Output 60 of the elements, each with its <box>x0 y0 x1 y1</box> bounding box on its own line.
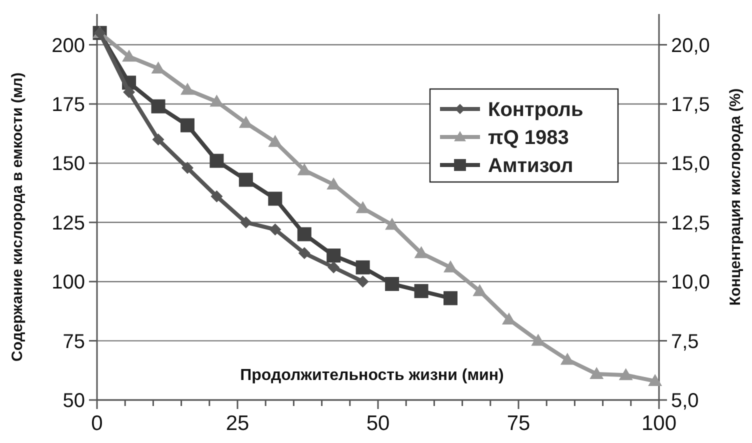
point <box>269 223 282 236</box>
y-tick-label: 100 <box>52 272 85 294</box>
x-tick-label: 50 <box>366 412 390 435</box>
point <box>414 246 428 258</box>
point <box>151 99 166 114</box>
point <box>122 50 136 62</box>
y-tick-label: 125 <box>52 212 85 234</box>
x-tick-label: 75 <box>506 412 530 435</box>
x-tick-label: 0 <box>91 412 103 435</box>
point <box>210 190 223 202</box>
y2-tick-label: 17,5 <box>671 94 710 116</box>
point <box>444 260 458 272</box>
y-axis-title: Содержание кислорода в емкости (мл) <box>9 72 26 362</box>
point <box>180 118 194 132</box>
point <box>123 86 136 98</box>
y-tick-label: 175 <box>52 94 85 116</box>
point <box>298 247 310 260</box>
point <box>328 261 340 274</box>
legend-label: Амтизол <box>488 155 574 177</box>
x-tick-label: 100 <box>641 412 677 435</box>
x-axis-title: Продолжительность жизни (мин) <box>240 367 504 384</box>
point <box>297 227 312 242</box>
point <box>181 162 194 174</box>
point <box>326 248 341 263</box>
legend-label: πQ 1983 <box>488 127 569 149</box>
x-tick-label: 25 <box>226 412 250 435</box>
point <box>268 134 282 147</box>
y-tick-label: 200 <box>52 34 85 57</box>
point <box>238 172 253 187</box>
point <box>648 374 662 386</box>
point <box>152 134 164 146</box>
y2-tick-label: 15,0 <box>671 153 710 176</box>
y-tick-label: 150 <box>52 153 85 176</box>
point <box>385 218 400 230</box>
y-tick-label: 50 <box>62 390 85 412</box>
legend-label: Контроль <box>488 99 584 121</box>
point <box>356 276 369 288</box>
point <box>356 201 370 214</box>
point <box>385 276 400 291</box>
point <box>268 192 282 206</box>
y2-tick-label: 12,5 <box>671 212 710 234</box>
point <box>240 216 252 228</box>
point <box>502 312 516 324</box>
point <box>326 178 341 190</box>
y-tick-label: 75 <box>62 330 85 353</box>
y2-tick-label: 20,0 <box>671 34 710 57</box>
point <box>472 284 487 296</box>
point <box>356 260 370 274</box>
point <box>297 163 312 176</box>
point <box>560 352 574 365</box>
y2-tick-label: 7,5 <box>671 330 699 353</box>
point <box>414 284 428 298</box>
y2-axis-title: Концентрация кислорода (%) <box>727 88 744 306</box>
y2-tick-label: 10,0 <box>671 272 710 294</box>
point <box>444 291 458 306</box>
point <box>210 154 224 168</box>
point <box>590 366 604 379</box>
point <box>618 368 633 380</box>
point <box>180 82 194 95</box>
y2-tick-label: 5,0 <box>671 390 699 412</box>
